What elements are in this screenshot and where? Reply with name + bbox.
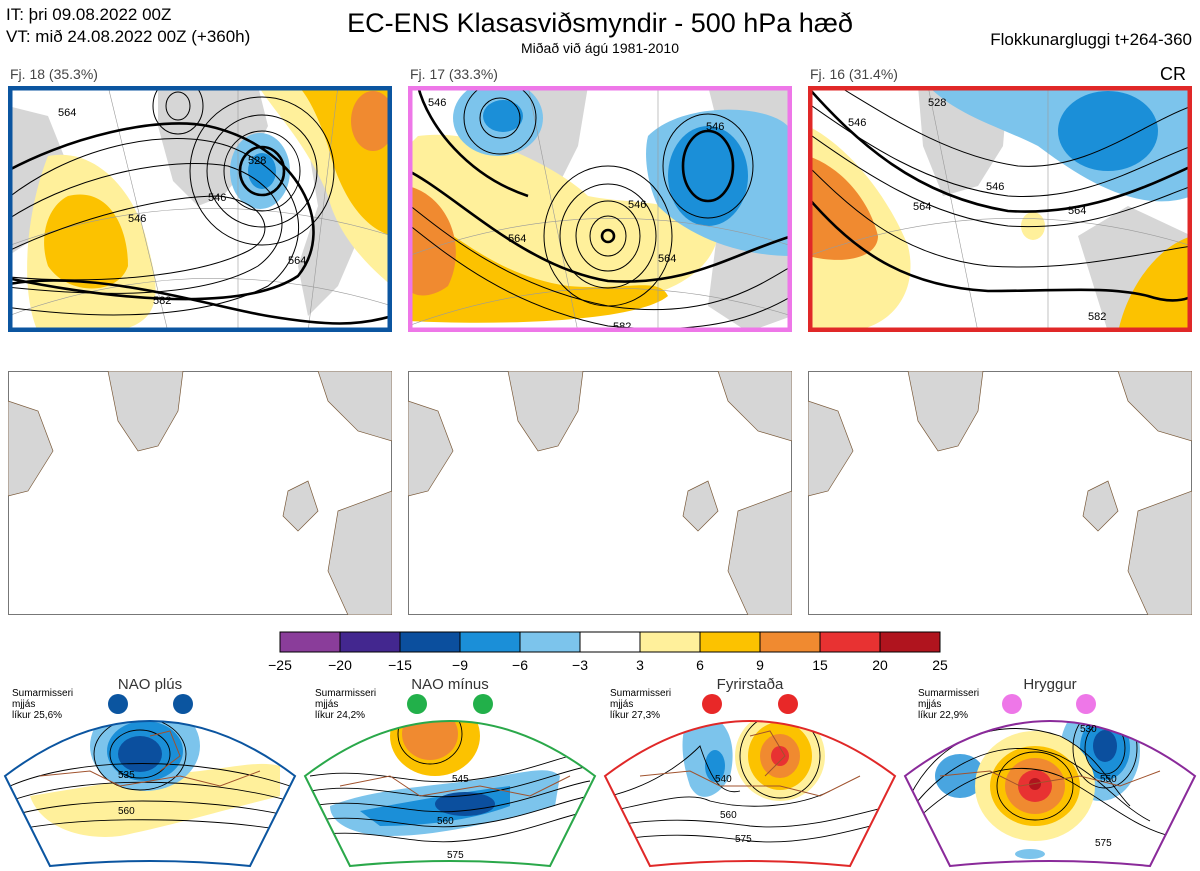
regime-panel-blocking: 540 560 575: [603, 694, 897, 868]
colorbar-tick-label: 20: [872, 657, 888, 673]
colorbar-box: [459, 631, 521, 653]
colorbar-boxes: [279, 631, 941, 653]
contour-label: 564: [913, 201, 931, 213]
contour-label: 546: [128, 213, 146, 225]
colorbar-tick-label: −15: [388, 657, 412, 673]
regime-title-ridge: Hryggur: [1023, 676, 1077, 693]
cluster-window: Flokkunargluggi t+264-360: [990, 30, 1192, 49]
header-run-info: IT: þri 09.08.2022 00Z VT: mið 24.08.202…: [6, 4, 250, 48]
colorbar-box: [399, 631, 461, 653]
regime-dot: [1076, 694, 1096, 714]
contour-label: 540: [715, 774, 732, 785]
colorbar-tick-label: −6: [512, 657, 528, 673]
contour-label: 560: [118, 806, 135, 817]
cluster-map-1: 564 546 528 564 582 546: [8, 86, 392, 332]
contour-label: 582: [613, 321, 631, 332]
regime-dot: [778, 694, 798, 714]
regime-panel-nao-plus: 535 560: [3, 694, 297, 868]
contour-label: 564: [508, 233, 526, 245]
contour-label: 582: [153, 295, 171, 307]
regime-dot: [1002, 694, 1022, 714]
cluster-label-2: Fj. 17 (33.3%): [410, 66, 498, 82]
regime-panel-ridge: 530 550 575: [903, 694, 1197, 868]
colorbar-tick-label: 9: [756, 657, 764, 673]
colorbar-tick-label: −20: [328, 657, 352, 673]
empty-map-1: [8, 371, 392, 615]
colorbar: −25 −20 −15 −9 −6 −3 3 6 9 15 20 25: [268, 631, 948, 673]
empty-map-3: [808, 371, 1192, 615]
regime-info-ridge: Sumarmisseri mjjás líkur 22,9%: [918, 688, 980, 721]
regime-dot: [473, 694, 493, 714]
regime-info-nao-plus: Sumarmisseri mjjás líkur 25,6%: [12, 688, 74, 721]
contour-label: 535: [118, 770, 135, 781]
cluster-map-2: 546 564 546 546 564 582: [408, 86, 792, 332]
init-time: IT: þri 09.08.2022 00Z: [6, 5, 172, 24]
colorbar-box: [579, 631, 641, 653]
colorbar-tick-label: 6: [696, 657, 704, 673]
colorbar-box: [819, 631, 881, 653]
contour-label: 560: [720, 810, 737, 821]
contour-label: 546: [706, 121, 724, 133]
colorbar-ticks: −25 −20 −15 −9 −6 −3 3 6 9 15 20 25: [268, 657, 948, 673]
contour-label: 550: [1100, 774, 1117, 785]
contour-label: 546: [428, 97, 446, 109]
contour-label: 564: [58, 107, 76, 119]
colorbar-box: [759, 631, 821, 653]
colorbar-tick-label: −25: [268, 657, 292, 673]
cluster-label-1: Fj. 18 (35.3%): [10, 66, 98, 82]
colorbar-box: [339, 631, 401, 653]
colorbar-tick-label: 25: [932, 657, 948, 673]
colorbar-box: [879, 631, 941, 653]
regime-title-nao-plus: NAO plús: [117, 676, 183, 693]
cluster-map-3: 546 528 546 564 564 582: [808, 86, 1192, 332]
regime-dot: [407, 694, 427, 714]
cluster-label-3: Fj. 16 (31.4%): [810, 66, 898, 82]
cluster-tag-cr: CR: [1160, 64, 1186, 84]
regime-title-blocking: Fyrirstaða: [716, 676, 784, 693]
contour-label: 545: [452, 774, 469, 785]
colorbar-box: [699, 631, 761, 653]
colorbar-tick-label: −9: [452, 657, 468, 673]
colorbar-tick-label: −3: [572, 657, 588, 673]
valid-time: VT: mið 24.08.2022 00Z (+360h): [6, 27, 251, 46]
regime-title-nao-minus: NAO mínus: [411, 676, 489, 693]
contour-label: 528: [248, 155, 266, 167]
page-title: EC-ENS Klasasviðsmyndir - 500 hPa hæð: [347, 8, 853, 38]
contour-label: 546: [628, 199, 646, 211]
contour-label: 564: [658, 253, 676, 265]
contour-label: 582: [1088, 311, 1106, 323]
contour-label: 530: [1080, 724, 1097, 735]
colorbar-tick-label: 15: [812, 657, 828, 673]
colorbar-box: [279, 631, 341, 653]
contour-label: 546: [848, 117, 866, 129]
contour-label: 575: [735, 834, 752, 845]
regime-dot: [702, 694, 722, 714]
regime-dot: [108, 694, 128, 714]
colorbar-tick-label: 3: [636, 657, 644, 673]
regime-dot: [173, 694, 193, 714]
regime-info-nao-minus: Sumarmisseri mjjás líkur 24,2%: [315, 688, 377, 721]
colorbar-box: [519, 631, 581, 653]
regime-info-blocking: Sumarmisseri mjjás líkur 27,3%: [610, 688, 672, 721]
contour-label: 560: [437, 816, 454, 827]
contour-label: 575: [1095, 838, 1112, 849]
page-subtitle: Miðað við ágú 1981-2010: [520, 40, 679, 56]
regime-panel-nao-minus: 545 560 575: [303, 694, 597, 868]
empty-map-2: [408, 371, 792, 615]
contour-label: 575: [447, 850, 464, 861]
contour-label: 528: [928, 97, 946, 109]
contour-label: 546: [986, 181, 1004, 193]
contour-label: 564: [1068, 205, 1086, 217]
contour-label: 564: [288, 255, 306, 267]
colorbar-box: [639, 631, 701, 653]
contour-label: 546: [208, 192, 226, 204]
